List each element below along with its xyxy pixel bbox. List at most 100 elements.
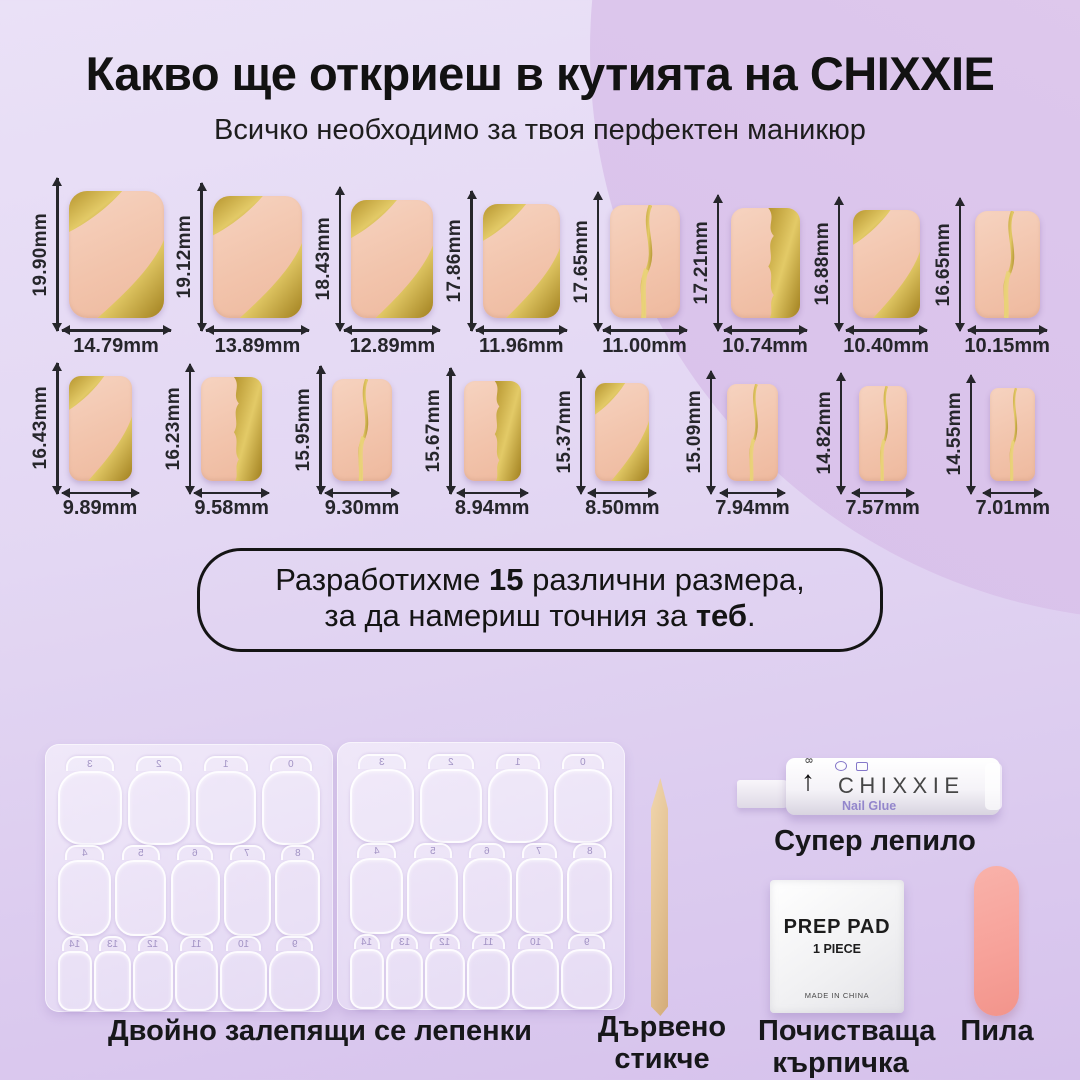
adhesive-sticker: 12 (133, 936, 173, 1011)
sticker-oval (350, 858, 403, 934)
adhesive-sticker: 6 (170, 845, 220, 936)
sticker-oval (262, 771, 320, 845)
gold-art (595, 382, 650, 481)
adhesive-sticker: 9 (561, 934, 612, 1009)
nail-height-label: 16.65mm (932, 222, 954, 307)
nail-width-label: 9.30mm (324, 497, 400, 519)
adhesive-sticker: 1 (196, 756, 256, 845)
sticker-tab: 13 (390, 934, 419, 949)
sticker-oval (223, 860, 271, 936)
adhesive-sticker: 14 (58, 936, 92, 1011)
nail-size-item: 17.65mm 11.00mm (570, 192, 687, 358)
file-label: Пила (960, 1015, 1034, 1047)
adhesive-sticker: 3 (350, 754, 414, 843)
nail-preview (730, 208, 800, 318)
nail-size-item: 16.43mm 9.89mm (30, 362, 139, 521)
glue-cap (985, 763, 1002, 810)
width-arrow-icon (967, 329, 1047, 332)
adhesive-sticker: 9 (269, 936, 320, 1011)
nail-preview (351, 200, 434, 318)
nail-width-label: 12.89mm (349, 334, 436, 357)
gold-art (640, 205, 652, 318)
nail-preview (68, 191, 164, 318)
nail-height-label: 16.88mm (811, 222, 833, 306)
width-arrow-icon (325, 491, 400, 494)
sticker-tab: 0 (561, 754, 605, 769)
adhesive-sheet: 3 2 1 0 4 5 6 7 8 14 13 12 11 10 9 (337, 742, 625, 1010)
sticker-tab: 5 (413, 843, 452, 858)
sticker-tab: 9 (275, 936, 314, 951)
nail-preview (482, 204, 560, 318)
adhesive-sticker: 13 (386, 934, 423, 1009)
glue-badge-icon (856, 762, 868, 771)
sticker-row: 4 5 6 7 8 (58, 845, 320, 936)
adhesive-sticker: 13 (94, 936, 131, 1011)
height-arrow-icon (837, 197, 841, 331)
gold-art (494, 380, 521, 481)
gold-art (482, 204, 560, 318)
nail-height-label: 17.65mm (570, 219, 592, 304)
callout-line-2: за да намериш точния за теб. (324, 598, 756, 634)
sticker-oval (196, 771, 256, 845)
gold-art (749, 383, 758, 481)
sticker-oval (350, 769, 414, 843)
adhesive-sticker: 8 (275, 845, 320, 936)
gold-art (852, 210, 920, 318)
height-arrow-icon (319, 365, 322, 494)
sticker-tab: 9 (567, 934, 606, 949)
adhesive-sticker: 1 (488, 754, 548, 843)
nail-size-item: 16.23mm 9.58mm (163, 363, 270, 521)
nail-size-item: 18.43mm 12.89mm (312, 187, 441, 358)
nail-height-label: 14.82mm (813, 391, 835, 475)
sticker-oval (220, 951, 267, 1011)
height-arrow-icon (709, 370, 713, 494)
nail-sizes-row-1: 19.90mm 14.79mm 19.12mm 13.89mm 18.43mm … (0, 178, 1080, 358)
nail-width-label: 8.94mm (454, 497, 530, 519)
nail-width-label: 10.40mm (843, 334, 929, 357)
width-arrow-icon (456, 491, 528, 494)
prep-pad-title: PREP PAD (783, 916, 891, 938)
adhesive-sticker: 10 (220, 936, 267, 1011)
nail-width-label: 10.15mm (964, 334, 1050, 357)
height-arrow-icon (188, 363, 192, 494)
sticker-tab: 12 (430, 934, 460, 949)
nail-preview (212, 196, 302, 318)
gold-art (234, 376, 263, 481)
nail-preview (463, 380, 521, 481)
nail-size-item: 17.21mm 10.74mm (690, 195, 808, 358)
nail-height-label: 17.21mm (690, 221, 712, 305)
sticker-oval (386, 949, 423, 1009)
adhesive-sticker: 7 (223, 845, 271, 936)
glue-print-mark: 8 (802, 757, 814, 764)
adhesive-sticker: 14 (350, 934, 384, 1009)
width-arrow-icon (194, 491, 270, 494)
width-arrow-icon (845, 329, 927, 332)
nail-preview (332, 378, 393, 481)
glue-nozzle (737, 780, 790, 808)
nail-height-label: 18.43mm (312, 217, 334, 301)
stickers-label: Двойно залепящи се лепенки (107, 1015, 533, 1047)
sticker-oval (133, 951, 173, 1011)
adhesive-sticker: 5 (407, 843, 459, 934)
nail-height-label: 17.86mm (444, 219, 466, 303)
sticker-oval (58, 771, 122, 845)
nail-size-item: 15.37mm 8.50mm (554, 369, 660, 521)
sticker-oval (170, 860, 220, 936)
gold-art (767, 208, 800, 318)
nail-width-label: 7.01mm (975, 497, 1050, 519)
height-arrow-icon (449, 367, 452, 494)
sticker-oval (128, 771, 190, 845)
prep-pad-made-in: MADE IN CHINA (804, 991, 870, 1000)
adhesive-sticker: 4 (58, 845, 111, 936)
nail-preview (68, 375, 132, 481)
nail-width-label: 7.94mm (715, 497, 790, 519)
sticker-oval (269, 951, 320, 1011)
sticker-oval (567, 858, 612, 934)
sticker-tab: 8 (572, 843, 607, 858)
nail-width-label: 11.00mm (602, 334, 687, 357)
adhesive-sticker: 12 (425, 934, 465, 1009)
height-arrow-icon (338, 187, 342, 331)
nail-width-label: 9.89mm (62, 497, 138, 519)
sticker-tab: 7 (521, 843, 557, 858)
gold-art (212, 196, 302, 318)
